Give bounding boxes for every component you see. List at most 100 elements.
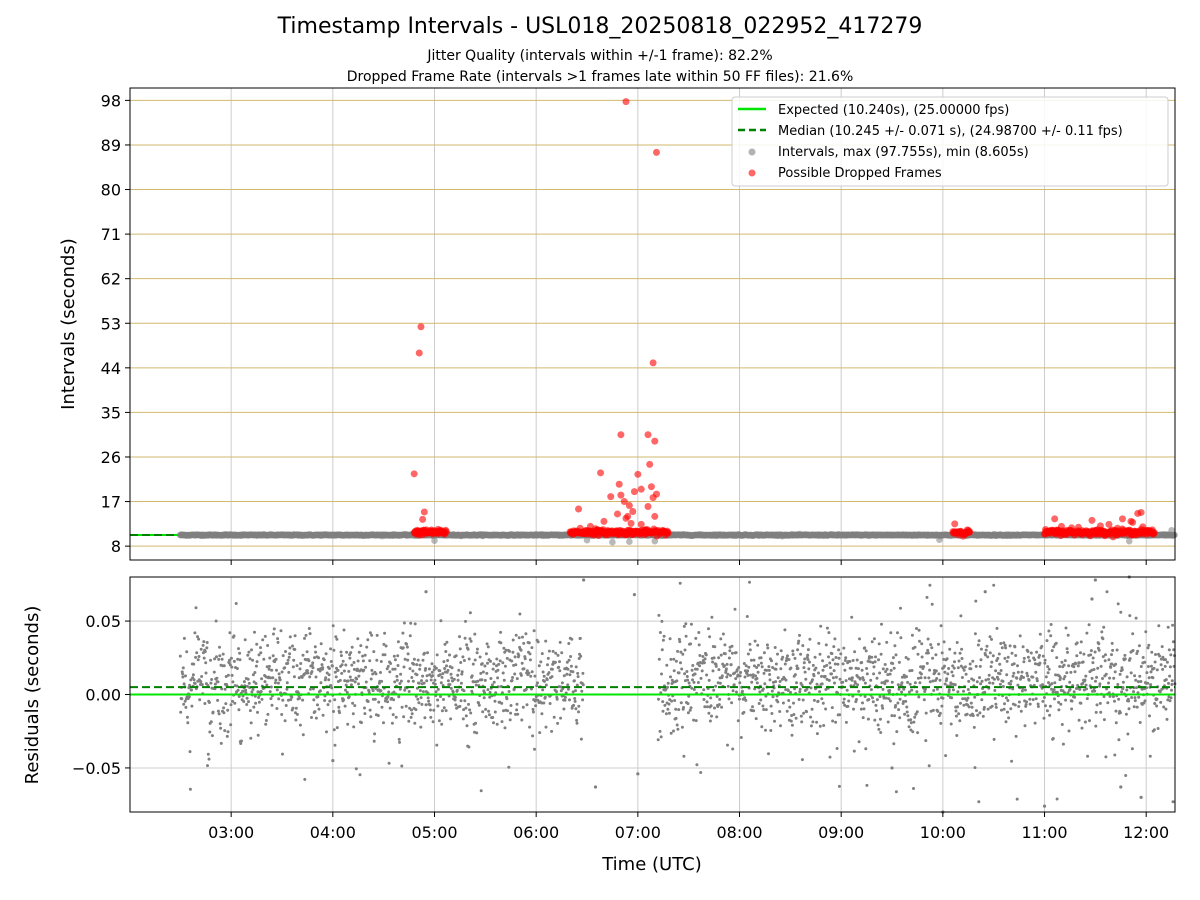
residual-point	[344, 683, 348, 687]
residual-point	[360, 721, 363, 725]
residual-point	[405, 642, 409, 646]
residual-point	[509, 704, 513, 707]
residual-point	[717, 703, 721, 707]
residual-point	[215, 676, 219, 680]
residual-point	[757, 702, 761, 705]
residual-point	[877, 658, 880, 662]
residual-point	[486, 688, 490, 692]
residual-point	[1083, 678, 1087, 682]
residual-point	[666, 685, 669, 689]
residual-point	[968, 662, 972, 666]
residual-point	[278, 678, 282, 682]
residual-point	[1027, 678, 1031, 682]
residual-point	[223, 729, 227, 733]
residual-point	[935, 687, 939, 691]
residual-point	[1146, 681, 1150, 685]
x-tick-label: 04:00	[310, 823, 356, 842]
residual-point	[899, 606, 902, 610]
residual-point	[342, 628, 346, 632]
residual-point	[673, 699, 677, 702]
residual-point	[285, 687, 289, 691]
residual-point	[1034, 697, 1038, 701]
residual-point	[988, 635, 992, 639]
residual-point	[439, 681, 443, 685]
residual-point	[316, 695, 320, 699]
residual-point	[965, 712, 969, 716]
residual-point	[519, 673, 523, 677]
dropped-frame-point	[600, 517, 608, 525]
residual-point	[1123, 653, 1127, 657]
residual-point	[830, 706, 834, 710]
chart-title: Timestamp Intervals - USL018_20250818_02…	[277, 14, 923, 39]
residual-point	[303, 636, 306, 640]
residual-point	[878, 671, 882, 675]
residual-point	[740, 689, 744, 693]
residual-point	[420, 679, 423, 683]
residual-point	[326, 691, 330, 695]
residual-point	[822, 665, 826, 668]
residual-point	[301, 698, 305, 702]
residual-point	[459, 681, 463, 685]
residual-point	[926, 637, 930, 641]
residual-point	[1135, 652, 1139, 655]
legend-intervals-marker	[748, 148, 756, 156]
residual-point	[711, 669, 715, 673]
residual-point	[893, 644, 897, 648]
residual-point	[790, 723, 794, 727]
residual-point	[459, 661, 463, 664]
residual-point	[891, 656, 895, 660]
residual-point	[199, 647, 203, 651]
residual-point	[738, 674, 742, 678]
residual-point	[427, 699, 431, 703]
residual-point	[877, 727, 881, 731]
residual-point	[207, 757, 211, 761]
residual-point	[971, 714, 975, 718]
bottom-x-ticks: 03:00 04:00 05:00 06:00 07:00 08:00 09:00 10:00…	[208, 812, 1169, 842]
residual-point	[1168, 665, 1172, 669]
residual-point	[407, 719, 411, 723]
residual-point	[197, 637, 201, 641]
residual-point	[316, 703, 319, 707]
residual-point	[767, 752, 770, 756]
residual-point	[514, 712, 517, 716]
residual-point	[511, 650, 515, 654]
residual-point	[953, 660, 956, 664]
residual-point	[983, 690, 987, 694]
residual-point	[730, 644, 734, 648]
residual-point	[1153, 660, 1157, 664]
residual-point	[1068, 687, 1072, 691]
residual-point	[820, 697, 824, 701]
residual-point	[973, 766, 977, 770]
residual-point	[1128, 657, 1132, 661]
residual-point	[1051, 690, 1055, 694]
residual-point	[570, 637, 574, 641]
residual-point	[373, 697, 377, 701]
residual-point	[821, 659, 825, 663]
residual-point	[187, 695, 191, 699]
residual-point	[490, 683, 494, 687]
residual-point	[565, 672, 569, 676]
residual-point	[979, 647, 983, 651]
residual-point	[417, 701, 421, 705]
residual-point	[249, 736, 253, 740]
residual-point	[1106, 701, 1110, 705]
residual-point	[264, 722, 268, 726]
residual-point	[975, 709, 978, 713]
residual-point	[792, 701, 795, 705]
residual-point	[919, 672, 923, 676]
residual-point	[938, 711, 942, 715]
residual-point	[371, 689, 375, 693]
residual-point	[182, 636, 186, 640]
residual-point	[363, 653, 367, 657]
dropped-frame-point	[951, 520, 959, 528]
residual-point	[480, 678, 484, 682]
residual-point	[386, 664, 390, 668]
residual-point	[929, 643, 933, 647]
residual-point	[811, 663, 815, 667]
residual-point	[464, 619, 467, 623]
residual-point	[821, 668, 825, 672]
residual-point	[682, 754, 686, 758]
residual-point	[1053, 697, 1056, 701]
residual-point	[734, 651, 738, 655]
dropped-frame-point	[593, 526, 601, 534]
